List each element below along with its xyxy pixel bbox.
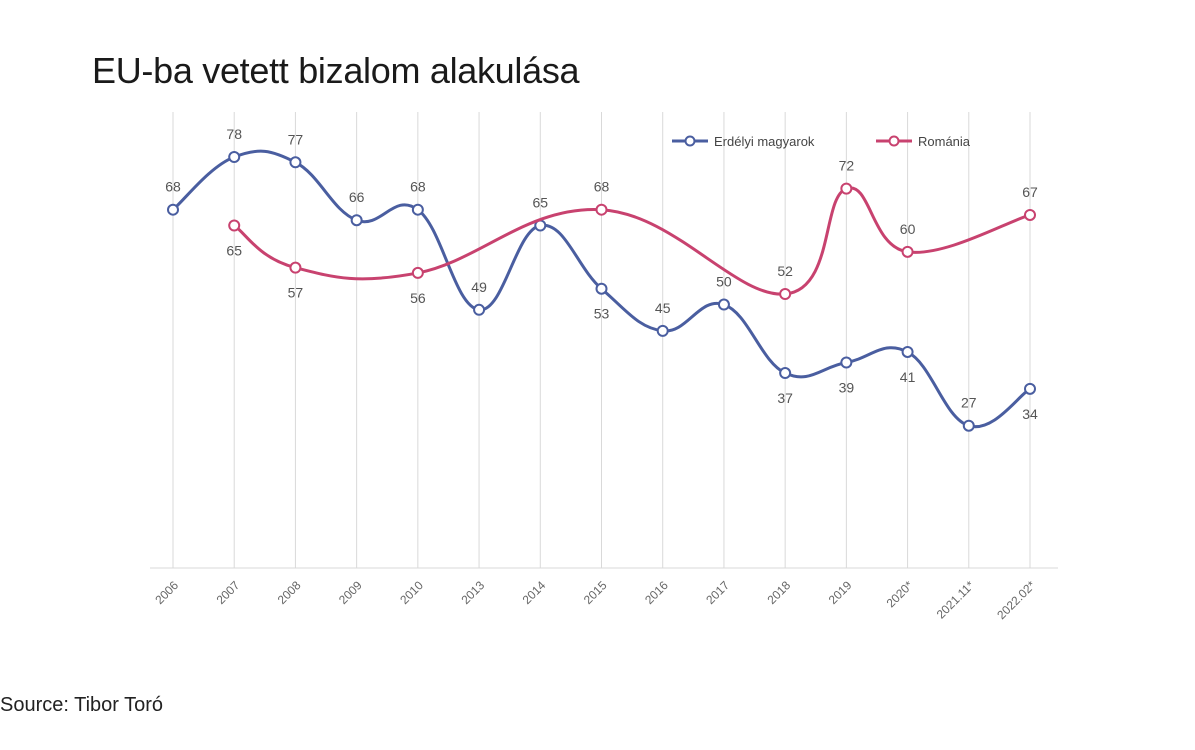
data-label-series-1: 39 xyxy=(839,380,855,396)
legend-marker xyxy=(684,135,696,147)
series-1-point xyxy=(350,214,363,227)
chart-title: EU-ba vetett bizalom alakulása xyxy=(92,50,580,91)
series-1-point xyxy=(228,151,241,163)
x-axis: 2006 2007 2008 2009 2010 2013 2014 2015 2016 2017… xyxy=(150,567,1058,622)
data-label-series-1: 45 xyxy=(655,300,671,316)
data-label-series-2: 72 xyxy=(839,158,855,174)
x-tick-label: 2022.02* xyxy=(994,578,1038,622)
x-tick-label: 2009 xyxy=(336,578,365,607)
x-tick-label: 2018 xyxy=(764,578,793,607)
series-1-point xyxy=(167,203,179,216)
x-tick-label: 2006 xyxy=(152,578,181,607)
series-2-point xyxy=(840,182,853,195)
series-1-point xyxy=(901,345,914,358)
series-1-point xyxy=(1024,382,1036,395)
x-tick-label: 2019 xyxy=(826,578,855,607)
x-tick-label: 2007 xyxy=(214,578,243,607)
series-2-point xyxy=(779,288,792,300)
data-label-series-1: 68 xyxy=(165,179,181,195)
data-label-series-2: 60 xyxy=(900,221,916,237)
grid-layer xyxy=(172,112,1031,568)
data-label-series-2: 57 xyxy=(288,285,304,301)
series-1-point xyxy=(962,419,975,432)
series-1-point xyxy=(411,203,424,216)
legend-item-1: Erdélyi magyarok xyxy=(672,134,815,149)
x-tick-label: 2008 xyxy=(275,578,304,607)
data-label-series-2: 67 xyxy=(1022,184,1038,200)
data-label-series-2: 56 xyxy=(410,290,426,306)
data-label-series-2: 65 xyxy=(226,243,242,259)
x-tick-label: 2021.11* xyxy=(934,578,977,621)
data-label-series-1: 77 xyxy=(288,131,304,147)
data-label-series-1: 34 xyxy=(1022,406,1038,422)
series-layer xyxy=(167,149,1036,432)
series-2-point xyxy=(901,245,914,258)
line-chart: 2006 2007 2008 2009 2010 2013 2014 2015 2016 2017… xyxy=(150,112,1058,622)
x-tick-label: 2020* xyxy=(884,578,916,610)
data-label-series-1: 50 xyxy=(716,274,732,290)
series-1-point xyxy=(289,156,302,169)
x-tick-label: 2017 xyxy=(703,578,732,607)
series-2-point xyxy=(228,219,241,232)
legend-marker xyxy=(888,135,900,147)
data-label-series-2: 68 xyxy=(594,179,610,195)
legend: Erdélyi magyarok Románia xyxy=(672,134,971,149)
data-label-series-1: 66 xyxy=(349,189,365,205)
series-2-point xyxy=(289,261,302,274)
data-label-series-1: 68 xyxy=(410,179,426,195)
source-note: Source: Tibor Toró xyxy=(0,694,164,716)
data-label-series-1: 78 xyxy=(226,126,242,142)
legend-item-2: Románia xyxy=(876,134,971,149)
data-label-layer: 68 78 65 77 57 66 68 56 49 65 53 68 45 50 37 52 39 72 41 60… xyxy=(165,126,1038,422)
series-2-point xyxy=(595,203,608,216)
series-1-point xyxy=(840,356,853,369)
data-label-series-1: 37 xyxy=(777,390,793,406)
data-label-series-1: 27 xyxy=(961,395,977,411)
series-2-point xyxy=(1024,208,1036,221)
data-label-series-1: 53 xyxy=(594,306,610,322)
data-label-series-1: 49 xyxy=(471,279,487,295)
data-label-series-1: 65 xyxy=(532,195,548,211)
legend-label: Erdélyi magyarok xyxy=(714,134,815,149)
series-line-1 xyxy=(171,149,1032,429)
series-1-point xyxy=(595,282,608,295)
series-1-point xyxy=(779,367,792,380)
data-label-series-2: 52 xyxy=(777,263,793,279)
data-label-series-1: 41 xyxy=(900,369,916,385)
series-1-point xyxy=(717,298,730,311)
series-2-point xyxy=(411,266,424,279)
x-tick-label: 2014 xyxy=(520,578,549,607)
x-tick-label: 2016 xyxy=(642,578,671,607)
series-line-2 xyxy=(232,186,1032,296)
x-tick-label: 2010 xyxy=(397,578,426,607)
x-tick-label: 2013 xyxy=(458,578,487,607)
series-1-point xyxy=(656,324,669,337)
series-1-point xyxy=(473,303,486,316)
legend-label: Románia xyxy=(918,134,971,149)
x-tick-label: 2015 xyxy=(581,578,610,607)
